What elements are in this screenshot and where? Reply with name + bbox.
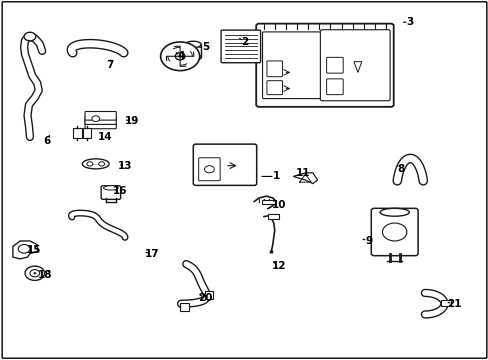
Text: 12: 12 [271,261,285,271]
FancyBboxPatch shape [370,208,417,256]
Text: 3: 3 [406,17,413,27]
Text: 16: 16 [113,186,127,196]
Bar [180,303,188,311]
FancyBboxPatch shape [85,116,116,125]
Circle shape [33,272,36,274]
Circle shape [87,162,93,166]
Bar [204,291,213,299]
Text: 21: 21 [446,299,461,309]
Circle shape [99,162,104,166]
Text: 19: 19 [125,116,139,126]
FancyBboxPatch shape [262,32,320,99]
FancyBboxPatch shape [326,79,343,95]
Polygon shape [293,173,317,184]
FancyBboxPatch shape [221,30,260,63]
Text: 6: 6 [43,136,51,145]
Polygon shape [353,62,361,72]
Circle shape [24,32,36,41]
FancyBboxPatch shape [101,186,121,199]
Text: 11: 11 [295,168,309,178]
FancyBboxPatch shape [85,112,116,120]
Text: 17: 17 [144,248,159,258]
Ellipse shape [379,208,408,216]
Bar [261,200,276,204]
Circle shape [30,270,40,277]
Text: 14: 14 [98,132,113,142]
Ellipse shape [103,186,118,190]
Bar [82,128,91,138]
Text: 20: 20 [198,293,212,303]
Text: 8: 8 [396,164,404,174]
FancyBboxPatch shape [320,30,389,101]
FancyBboxPatch shape [193,144,256,185]
Circle shape [175,53,184,60]
FancyBboxPatch shape [266,81,282,95]
Text: 2: 2 [241,37,247,47]
Text: 13: 13 [118,161,132,171]
FancyBboxPatch shape [256,24,393,107]
Circle shape [382,223,406,241]
Bar [73,128,81,138]
FancyBboxPatch shape [326,57,343,73]
Circle shape [92,116,100,122]
Text: 5: 5 [202,42,209,52]
Circle shape [204,166,214,173]
Ellipse shape [82,159,109,169]
Text: 1: 1 [272,171,279,181]
Bar [440,300,450,306]
FancyBboxPatch shape [85,120,116,129]
Text: 7: 7 [106,60,114,70]
Polygon shape [13,241,37,259]
Text: 10: 10 [271,200,285,210]
Circle shape [18,244,30,253]
FancyBboxPatch shape [266,61,282,77]
Text: 4: 4 [177,51,184,61]
Text: 9: 9 [365,236,372,246]
Text: 18: 18 [38,270,53,280]
Bar [267,214,278,220]
Circle shape [25,266,44,280]
Circle shape [160,42,199,71]
FancyBboxPatch shape [198,158,220,181]
Text: 15: 15 [26,245,41,255]
Ellipse shape [185,54,201,60]
Ellipse shape [185,41,201,48]
